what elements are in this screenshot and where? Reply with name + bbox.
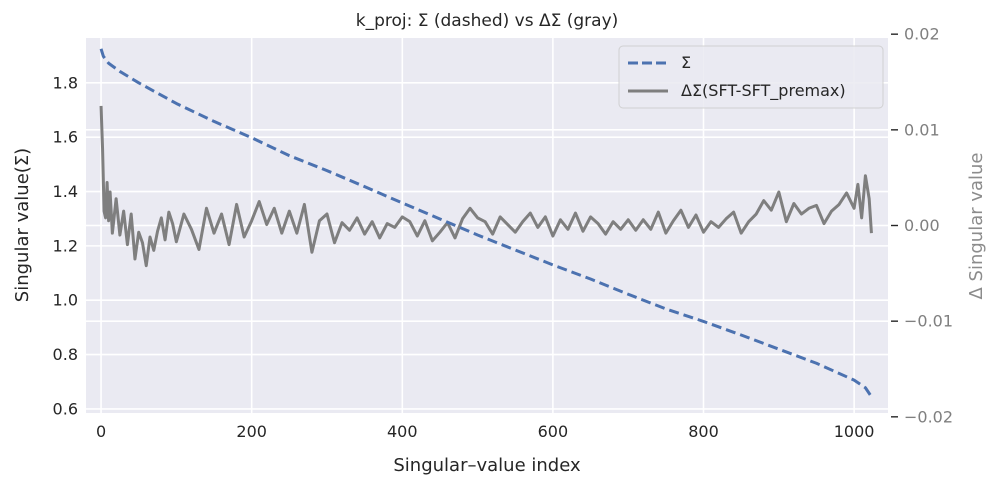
chart-title: k_proj: Σ (dashed) vs ΔΣ (gray)	[356, 11, 619, 31]
y-tick-label: 0.6	[53, 399, 78, 418]
legend-box	[618, 45, 884, 109]
x-tick-label: 1000	[834, 422, 875, 441]
series-layer	[99, 48, 873, 398]
y2-tick-label: 0.00	[904, 216, 940, 235]
y-tick-label: 1.8	[53, 73, 78, 92]
y-tick-label: 0.8	[53, 345, 78, 364]
y-tick-label: 1.4	[53, 182, 78, 201]
x-tick-label: 0	[96, 422, 106, 441]
y-gridlines	[86, 33, 888, 418]
y2-tick-label: 0.02	[904, 25, 940, 44]
x-axis-label: Singular–value index	[393, 455, 581, 476]
legend-label-sigma: Σ	[681, 53, 691, 72]
x-tick-label: 200	[236, 422, 267, 441]
y-axis-label: Singular value(Σ)	[12, 148, 33, 302]
y2-axis-label: Δ Singular value	[966, 152, 987, 299]
delta-sigma-line	[99, 105, 873, 268]
y-tick-label: 1.0	[53, 291, 78, 310]
y-tick-label: 1.6	[53, 128, 78, 147]
y2-tick-label: −0.01	[904, 312, 953, 331]
y2-tick-label: −0.02	[904, 407, 953, 426]
legend-label-delta: ΔΣ(SFT-SFT_premax)	[681, 81, 846, 101]
x-tick-label: 600	[538, 422, 569, 441]
x-axis-ticks: 0 200 400 600 800 1000	[96, 422, 875, 441]
y2-axis-ticks: −0.02 −0.01 0.00 0.01 0.02	[891, 25, 953, 426]
y-tick-label: 1.2	[53, 236, 78, 255]
sigma-line	[99, 48, 873, 398]
y2-tick-label: 0.01	[904, 120, 940, 139]
y-axis-ticks: 0.6 0.8 1.0 1.2 1.4 1.6 1.8	[53, 73, 78, 418]
legend: Σ ΔΣ(SFT-SFT_premax)	[618, 45, 884, 109]
x-tick-label: 400	[387, 422, 418, 441]
x-tick-label: 800	[688, 422, 719, 441]
